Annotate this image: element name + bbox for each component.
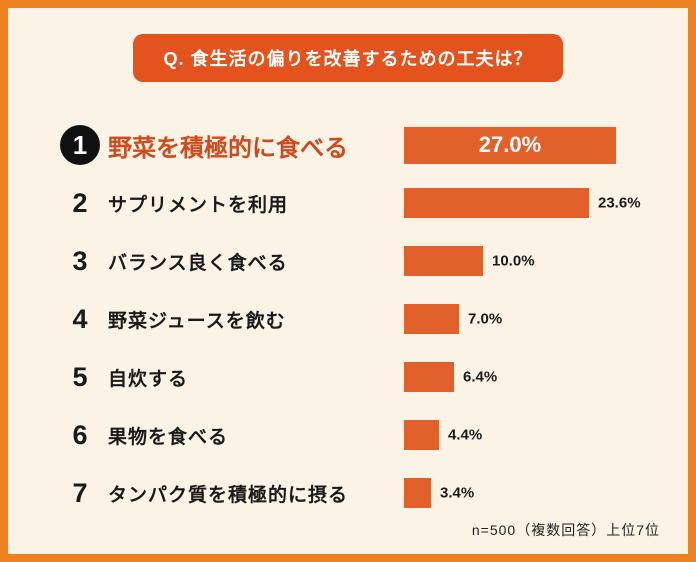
sample-size-note: n=500（複数回答）上位7位 [471,522,660,538]
bar: 27.0% [404,126,616,164]
ranking-rows: 1 野菜を積極的に食べる 27.0% 2 サプリメントを利用 23.6% 3 バ… [8,116,688,522]
bar: 6.4% [404,362,497,392]
rank-label: 果物を食べる [108,426,229,448]
bar: 3.4% [404,478,474,508]
rank-label: 野菜を積極的に食べる [108,134,348,162]
bar-value: 10.0% [492,252,535,270]
rank-number: 5 [72,361,88,392]
rank-label: タンパク質を積極的に摂る [108,484,349,506]
bar: 4.4% [404,420,482,450]
bar-value: 3.4% [440,484,475,502]
bar-area: 10.0% [404,246,688,276]
rank-number: 2 [72,187,88,218]
bar-value: 7.0% [468,310,503,328]
ranking-row: 4 野菜ジュースを飲む 7.0% [52,290,688,348]
bar-value: 4.4% [448,426,483,444]
bar-area: 3.4% [404,478,688,508]
bar-value: 27.0% [478,132,542,157]
ranking-row: 2 サプリメントを利用 23.6% [52,174,688,232]
ranking-row: 7 タンパク質を積極的に摂る 3.4% [52,464,688,522]
rank-label: 野菜ジュースを飲む [108,310,286,332]
rank-label: バランス良く食べる [108,252,288,274]
bar-area: 7.0% [404,304,688,334]
rank-label: サプリメントを利用 [108,194,289,216]
bar-area: 23.6% [404,188,688,218]
rank-label: 自炊する [108,368,189,390]
bar-value: 6.4% [463,368,498,386]
bar: 7.0% [404,304,502,334]
bar: 23.6% [404,188,641,218]
rank-number: 6 [72,419,88,450]
rank-number: 7 [72,477,88,508]
bar-value: 23.6% [598,194,641,212]
question-title-pill: Q. 食生活の偏りを改善するための工夫は？ [133,34,563,82]
ranking-row: 6 果物を食べる 4.4% [52,406,688,464]
bar: 10.0% [404,246,535,276]
ranking-row: 1 野菜を積極的に食べる 27.0% [52,116,688,174]
bar-area: 4.4% [404,420,688,450]
rank-number: 4 [72,303,88,334]
ranking-row: 3 バランス良く食べる 10.0% [52,232,688,290]
bar-area: 6.4% [404,362,688,392]
bar-area: 27.0% [404,126,688,164]
ranking-row: 5 自炊する 6.4% [52,348,688,406]
rank-number: 3 [72,245,88,276]
rank-number: 1 [60,125,100,165]
